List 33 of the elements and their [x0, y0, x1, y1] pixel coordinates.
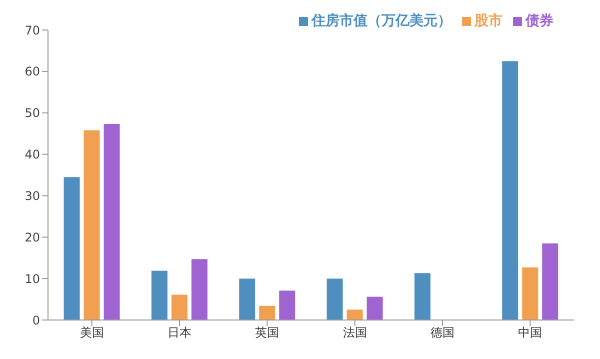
- bar: [64, 177, 80, 320]
- y-tick-label: 70: [24, 23, 40, 38]
- bar: [279, 290, 296, 320]
- legend-label: 股市: [474, 13, 502, 29]
- y-tick-label: 60: [24, 64, 40, 79]
- bar: [522, 267, 538, 320]
- x-tick-label: 美国: [80, 326, 104, 340]
- y-tick-label: 10: [24, 272, 40, 286]
- y-tick-label: 20: [24, 230, 40, 244]
- x-tick-label: 法国: [342, 326, 367, 340]
- legend-label: 债券: [526, 13, 554, 29]
- bar: [366, 296, 383, 320]
- bar: [171, 294, 188, 320]
- bar: [414, 273, 430, 320]
- bar: [239, 278, 256, 320]
- x-tick-label: 中国: [518, 326, 542, 340]
- legend-label: 住房市值（万亿美元）: [312, 13, 452, 29]
- y-tick-label: 40: [24, 148, 40, 162]
- bar: [259, 306, 276, 320]
- x-tick-label: 英国: [255, 326, 280, 340]
- bar: [346, 310, 363, 320]
- bar: [84, 130, 100, 320]
- y-tick-label: 30: [24, 188, 40, 203]
- bar: [502, 61, 518, 320]
- bar: [151, 270, 168, 320]
- bar: [104, 124, 120, 320]
- bar: [542, 243, 558, 320]
- bar: [191, 259, 208, 320]
- y-tick-label: 0: [32, 313, 40, 328]
- x-tick-label: 德国: [430, 326, 454, 340]
- x-tick-label: 日本: [168, 326, 192, 340]
- y-tick-label: 50: [24, 106, 40, 120]
- bar: [326, 278, 343, 320]
